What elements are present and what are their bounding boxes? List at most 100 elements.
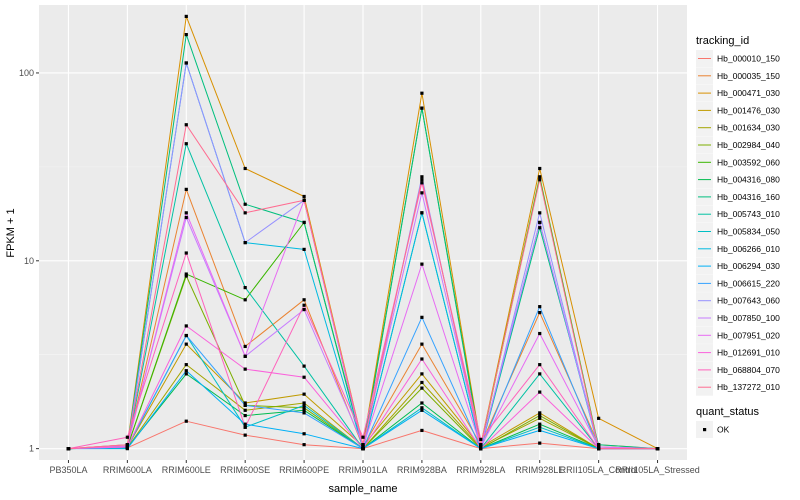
x-tick-label: RRIM928LE (515, 465, 564, 475)
legend-label: Hb_003592_060 (717, 157, 780, 167)
data-point-Hb_004316_080 (243, 413, 247, 418)
data-point-Hb_005834_050 (302, 403, 306, 407)
legend-label: Hb_000035_150 (717, 71, 780, 81)
data-point-Hb_004316_160 (243, 202, 247, 206)
data-point-Hb_012691_010 (302, 375, 306, 379)
data-point-Hb_005834_050 (420, 406, 424, 410)
legend-title-tracking-id: tracking_id (696, 35, 749, 47)
data-point-Hb_068804_070 (125, 435, 129, 439)
data-point-Hb_006266_010 (302, 247, 306, 251)
data-point-Hb_006266_010 (420, 211, 424, 215)
legend-label: Hb_005743_010 (717, 209, 780, 219)
data-point-Hb_068804_070 (479, 437, 483, 441)
data-point-Hb_000010_150 (420, 428, 424, 433)
data-point-Hb_003592_060 (184, 272, 188, 276)
data-point-Hb_002984_040 (184, 274, 188, 278)
data-point-Hb_068804_070 (420, 181, 424, 185)
data-point-Hb_012691_010 (125, 445, 129, 449)
legend-color-entries: Hb_000010_150 Hb_000035_150 Hb_000471_030 H… (696, 50, 780, 396)
data-point-Hb_007951_020 (361, 445, 365, 449)
legend-label: OK (717, 425, 730, 435)
data-point-Hb_006294_030 (243, 422, 247, 426)
data-point-Hb_068804_070 (302, 303, 306, 307)
legend-label: Hb_004316_160 (717, 192, 780, 202)
data-point-Hb_012691_010 (420, 357, 424, 361)
data-point-Hb_137272_010 (243, 211, 247, 215)
grid-lines (39, 5, 687, 460)
data-point-Hb_004316_160 (538, 226, 542, 230)
legend-label: Hb_001634_030 (717, 123, 780, 133)
data-point-Hb_000035_150 (538, 310, 542, 315)
x-tick-label: RRIM600PE (279, 465, 329, 475)
data-point-Hb_001634_030 (420, 380, 424, 385)
legend-label: Hb_007643_060 (717, 296, 780, 306)
data-point-Hb_001476_030 (420, 372, 424, 376)
y-tick-label: 1 (29, 444, 34, 454)
data-point-Hb_007643_060 (420, 175, 424, 179)
data-point-Hb_001476_030 (302, 392, 306, 396)
data-point-Hb_068804_070 (243, 425, 247, 429)
data-point-Hb_004316_160 (184, 33, 188, 37)
legend-key-square (703, 428, 707, 432)
legend: tracking_id Hb_000010_150 Hb_000035_150 Hb… (696, 35, 780, 438)
x-tick-label: RRII105LA_Control (560, 465, 638, 475)
data-point-Hb_006615_220 (243, 403, 247, 407)
legend-label: Hb_007850_100 (717, 313, 780, 323)
data-point-Hb_068804_070 (184, 251, 188, 255)
y-axis-title: FPKM + 1 (5, 208, 17, 257)
x-tick-label: PB350LA (49, 465, 87, 475)
data-point-Hb_000035_150 (302, 298, 306, 302)
data-point-Hb_006615_220 (538, 305, 542, 309)
data-point-Hb_007850_100 (538, 220, 542, 225)
data-point-Hb_000010_150 (243, 433, 247, 437)
data-point-Hb_007951_020 (479, 445, 483, 449)
points-layer (66, 14, 660, 451)
data-point-Hb_007951_020 (420, 262, 424, 266)
data-point-Hb_001476_030 (243, 401, 247, 405)
data-point-Hb_006294_030 (538, 428, 542, 433)
x-tick-label: RRIM928BA (397, 465, 447, 475)
y-tick-label: 10 (24, 256, 34, 266)
data-point-Hb_006294_030 (184, 369, 188, 373)
data-point-Hb_004316_080 (538, 422, 542, 426)
data-point-Hb_007643_060 (538, 211, 542, 215)
legend-shape-entries: OK (696, 421, 730, 438)
data-point-Hb_000471_030 (184, 14, 188, 19)
x-tick-label: RRIM600LA (103, 465, 152, 475)
data-point-Hb_007643_060 (243, 240, 247, 245)
data-point-Hb_012691_010 (184, 324, 188, 328)
data-point-Hb_002984_040 (420, 386, 424, 390)
data-point-Hb_137272_010 (302, 198, 306, 202)
x-axis: PB350LA RRIM600LA RRIM600LE RRIM600SE RRIM60… (49, 460, 700, 475)
legend-label: Hb_000010_150 (717, 54, 780, 64)
x-tick-label: RRIM928LA (456, 465, 505, 475)
data-point-Hb_000471_030 (302, 194, 306, 199)
data-point-Hb_005743_010 (184, 142, 188, 146)
data-point-Hb_006615_220 (184, 333, 188, 338)
data-point-Hb_004316_160 (597, 443, 601, 447)
legend-label: Hb_007951_020 (717, 330, 780, 340)
data-point-Hb_000010_150 (302, 443, 306, 447)
legend-label: Hb_012691_010 (717, 348, 780, 358)
data-point-Hb_001634_030 (538, 416, 542, 420)
data-point-Hb_068804_070 (538, 363, 542, 367)
data-point-Hb_007951_020 (184, 211, 188, 215)
legend-label: Hb_006294_030 (717, 261, 780, 271)
data-point-Hb_007850_100 (420, 191, 424, 195)
data-point-Hb_002984_040 (302, 406, 306, 410)
data-point-Hb_000471_030 (597, 416, 601, 420)
legend-label: Hb_002984_040 (717, 140, 780, 150)
data-point-Hb_137272_010 (655, 447, 660, 451)
data-point-Hb_000035_150 (243, 344, 247, 349)
x-tick-label: RRIM600SE (220, 465, 270, 475)
data-point-Hb_006615_220 (420, 315, 424, 319)
data-point-Hb_006294_030 (125, 447, 129, 451)
data-point-Hb_068804_070 (361, 435, 365, 439)
x-tick-label: RRIM901LA (338, 465, 387, 475)
x-axis-title: sample_name (328, 483, 397, 495)
data-point-Hb_004316_080 (420, 401, 424, 405)
data-point-Hb_137272_010 (361, 443, 365, 447)
legend-label: Hb_137272_010 (717, 382, 780, 392)
data-point-Hb_005834_050 (538, 425, 542, 429)
